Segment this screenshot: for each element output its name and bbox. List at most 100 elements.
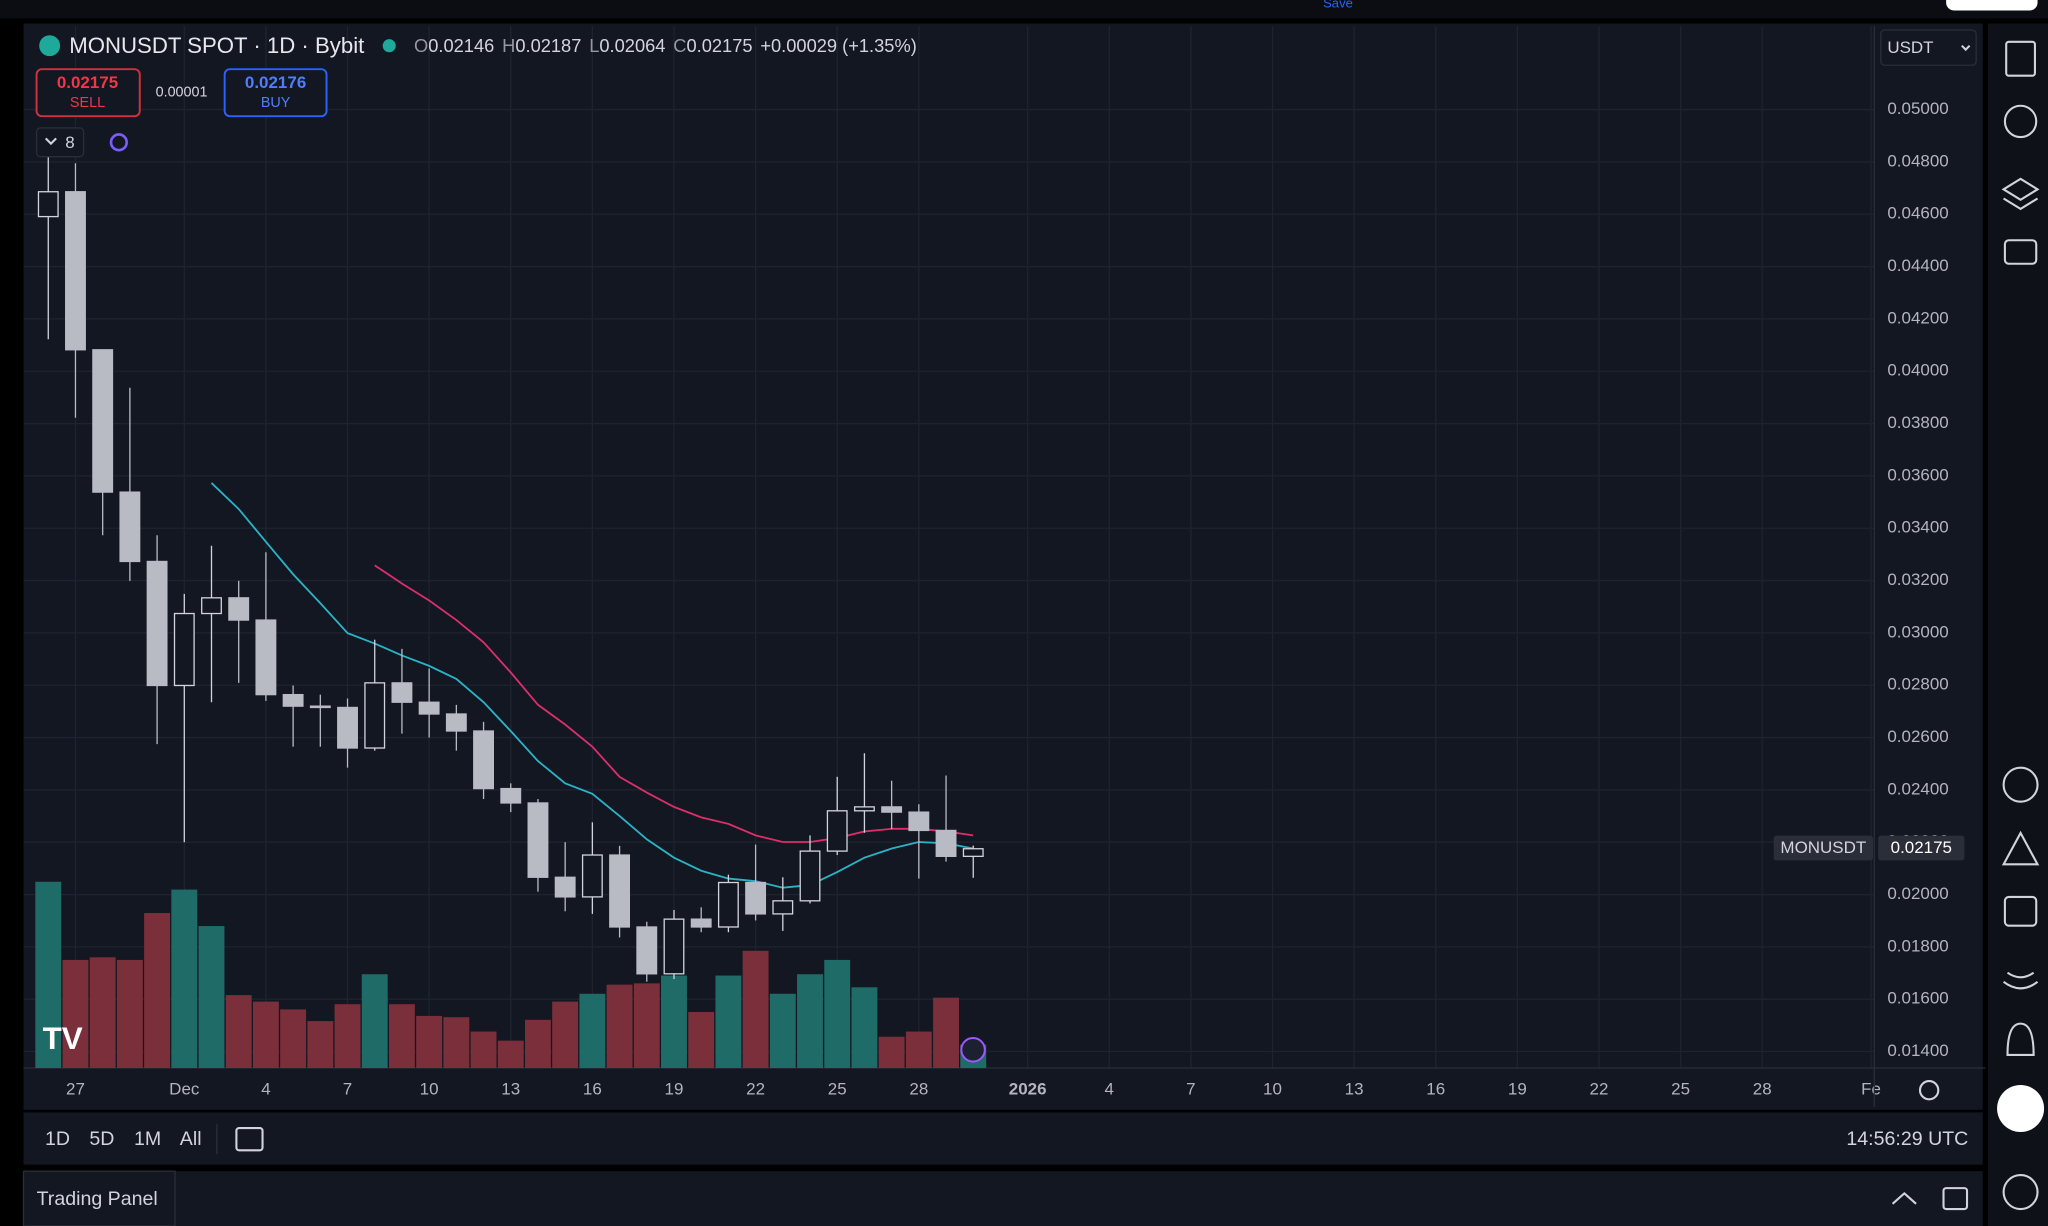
- ohlc-value: 0.02187: [515, 35, 581, 56]
- currency: USDT: [1887, 38, 1933, 57]
- indicators-count: 8: [65, 133, 74, 152]
- candle-body: [337, 706, 358, 749]
- tv-logo[interactable]: TV: [43, 1021, 83, 1056]
- volume-bar: [769, 993, 796, 1069]
- x-tick-label: 22: [746, 1080, 765, 1099]
- ohlc-key: C: [673, 35, 686, 56]
- x-tick-label: Fe: [1861, 1080, 1881, 1099]
- volume-bar: [579, 993, 606, 1069]
- y-tick-label: 0.01600: [1887, 989, 1948, 1008]
- range-button[interactable]: 1M: [134, 1128, 161, 1150]
- candle-body: [173, 612, 195, 687]
- candle-body: [119, 491, 141, 563]
- bottom-bar: [23, 1112, 1983, 1165]
- y-tick-label: 0.04400: [1887, 256, 1948, 275]
- volume-bar: [252, 1001, 279, 1069]
- settings-icon[interactable]: [1918, 1080, 1940, 1101]
- x-tick-label: 4: [1105, 1080, 1114, 1099]
- indicators-toggle[interactable]: [35, 127, 85, 158]
- volume-bar: [525, 1019, 551, 1069]
- date-range-icon[interactable]: [235, 1127, 264, 1152]
- y-tick-label: 0.03400: [1887, 518, 1948, 537]
- volume-bar: [144, 913, 171, 1069]
- target-icon[interactable]: [2002, 766, 2039, 803]
- top-button[interactable]: [1946, 0, 2038, 11]
- x-tick-label: 25: [1671, 1080, 1690, 1099]
- x-tick-label: 25: [828, 1080, 847, 1099]
- y-tick-label: 0.03800: [1887, 413, 1948, 432]
- candle-body: [554, 876, 576, 898]
- trading-panel-tab[interactable]: Trading Panel: [37, 1188, 158, 1210]
- currency-select[interactable]: [1880, 29, 1977, 66]
- candle-body: [772, 900, 794, 915]
- x-tick-label: 16: [1426, 1080, 1445, 1099]
- volume-bar: [905, 1031, 932, 1069]
- sell-button[interactable]: [35, 68, 141, 118]
- layers-icon[interactable]: [2001, 177, 2040, 211]
- candle-body: [826, 810, 848, 852]
- volume-bar: [797, 974, 823, 1069]
- stream-icon[interactable]: [2002, 971, 2039, 990]
- y-tick-label: 0.03000: [1887, 622, 1948, 641]
- x-tick-label: 7: [343, 1080, 352, 1099]
- top-toolbar: [0, 0, 2048, 19]
- sell-label: SELL: [70, 95, 105, 111]
- price-tag-value: 0.02175: [1891, 838, 1952, 857]
- x-tick-label: 16: [583, 1080, 602, 1099]
- apps-button[interactable]: [1997, 1084, 2045, 1132]
- ohlc-value: 0.02064: [599, 35, 665, 56]
- volume-bar: [688, 1012, 715, 1069]
- x-tick-label: 13: [1345, 1080, 1364, 1099]
- tab-outline: [22, 1170, 176, 1226]
- notifications-icon[interactable]: [2006, 1022, 2035, 1057]
- y-tick-label: 0.05000: [1887, 99, 1948, 118]
- y-tick-label: 0.04800: [1887, 151, 1948, 170]
- calendar-icon[interactable]: [2003, 895, 2038, 927]
- y-tick-label: 0.04200: [1887, 308, 1948, 327]
- watchlist-icon[interactable]: [2005, 40, 2036, 77]
- chat-icon[interactable]: [2003, 239, 2038, 265]
- clock[interactable]: 14:56:29 UTC: [1846, 1128, 1968, 1150]
- volume-bar: [35, 881, 62, 1069]
- sync-icon[interactable]: [109, 133, 128, 152]
- volume-bar: [661, 975, 687, 1069]
- price-tag-symbol: MONUSDT: [1780, 838, 1866, 857]
- ohlc-key: O: [414, 35, 428, 56]
- volume-bar: [89, 957, 116, 1069]
- events-icon[interactable]: [960, 1037, 986, 1063]
- volume-bar: [878, 1036, 905, 1069]
- expand-icon[interactable]: [1891, 1191, 1917, 1205]
- dropdown-icon: [1961, 44, 1971, 52]
- candle-body: [500, 787, 522, 804]
- ohlc-value: 0.02146: [428, 35, 494, 56]
- candle-body: [309, 705, 331, 709]
- chevron-icon: [44, 137, 57, 146]
- help-icon[interactable]: [2002, 1174, 2039, 1211]
- volume-bar: [225, 995, 252, 1069]
- range-button[interactable]: All: [180, 1128, 202, 1150]
- candle-body: [364, 682, 386, 749]
- volume-bar: [116, 959, 143, 1069]
- maximize-icon[interactable]: [1942, 1187, 1969, 1211]
- ideas-icon[interactable]: [2001, 830, 2040, 866]
- candle-body: [146, 560, 168, 687]
- candle-body: [853, 806, 875, 812]
- candle-body: [663, 918, 685, 975]
- save-button[interactable]: Save: [1323, 0, 1353, 10]
- candle-body: [636, 926, 658, 975]
- symbol-title[interactable]: MONUSDT SPOT · 1D · Bybit: [69, 33, 364, 58]
- volume-bar: [171, 889, 198, 1069]
- candle-body: [527, 802, 549, 878]
- volume-bar: [62, 959, 89, 1069]
- range-button[interactable]: 5D: [89, 1128, 114, 1150]
- alerts-icon[interactable]: [2003, 104, 2038, 139]
- volume-bar: [198, 926, 225, 1069]
- buy-button[interactable]: [223, 68, 328, 118]
- ohlc-key: H: [502, 35, 515, 56]
- range-button[interactable]: 1D: [45, 1128, 70, 1150]
- y-tick-label: 0.04000: [1887, 361, 1948, 380]
- volume-bar: [933, 997, 959, 1069]
